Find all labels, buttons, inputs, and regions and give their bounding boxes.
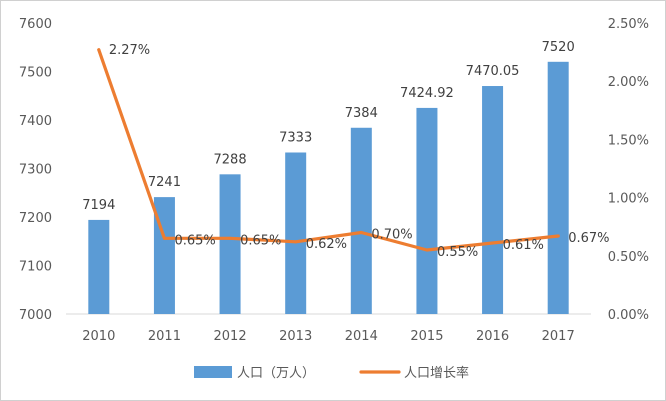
line-point — [491, 241, 495, 245]
growth-rate-line — [97, 48, 560, 252]
x-tick-label: 2011 — [148, 329, 181, 344]
y-right-tick-label: 0.00% — [608, 308, 649, 323]
y-right-tick-label: 0.50% — [608, 250, 649, 265]
bar — [219, 174, 241, 314]
line-point — [294, 240, 298, 244]
line-data-label: 0.55% — [437, 245, 478, 260]
y-right-tick-label: 2.00% — [608, 75, 649, 90]
bar — [88, 219, 110, 314]
y-left-tick-label: 7100 — [19, 260, 52, 275]
x-tick-label: 2013 — [279, 329, 312, 344]
bar — [285, 152, 307, 314]
line-data-label: 0.65% — [240, 233, 281, 248]
y-right-tick-label: 1.50% — [608, 133, 649, 148]
x-tick-label: 2010 — [82, 329, 115, 344]
y-right-tick-label: 2.50% — [608, 17, 649, 32]
line-data-label: 0.61% — [503, 238, 544, 253]
bar-data-label: 7241 — [148, 175, 181, 190]
x-tick-label: 2012 — [214, 329, 247, 344]
bar — [416, 107, 438, 314]
line-point — [359, 231, 363, 235]
x-tick-label: 2015 — [410, 329, 443, 344]
bar-data-label: 7384 — [345, 106, 378, 121]
y-right-tick-label: 1.00% — [608, 192, 649, 207]
line-data-label: 0.70% — [371, 228, 412, 243]
legend-label-growth: 人口增长率 — [404, 365, 469, 381]
bar — [350, 127, 372, 314]
legend-label-population: 人口（万人） — [237, 366, 315, 381]
x-tick-label: 2014 — [345, 329, 378, 344]
line-point — [425, 248, 429, 252]
bar-data-label: 7424.92 — [400, 86, 454, 101]
y-left-tick-label: 7200 — [19, 211, 52, 226]
line-data-label: 0.67% — [568, 231, 609, 246]
line-point — [556, 234, 560, 238]
y-left-tick-label: 7300 — [19, 163, 52, 178]
y-left-tick-label: 7000 — [19, 308, 52, 323]
bar-data-label: 7520 — [542, 40, 575, 55]
y-left-tick-label: 7500 — [19, 66, 52, 81]
bar-data-label: 7194 — [82, 198, 115, 213]
line-point — [97, 48, 101, 52]
y-left-tick-label: 7400 — [19, 114, 52, 129]
bar-data-label: 7470.05 — [466, 64, 520, 79]
y-left-tick-label: 7600 — [19, 17, 52, 32]
line-point — [162, 236, 166, 240]
legend-swatch-population — [194, 366, 232, 378]
x-tick-label: 2016 — [476, 329, 509, 344]
line-data-label: 2.27% — [109, 43, 150, 58]
bar-data-label: 7333 — [279, 130, 312, 145]
line-data-label: 0.65% — [174, 233, 215, 248]
line-data-label: 0.62% — [306, 237, 347, 252]
bar — [547, 61, 569, 314]
bar-data-label: 7288 — [214, 152, 247, 167]
x-tick-label: 2017 — [542, 329, 575, 344]
line-point — [228, 236, 232, 240]
bar — [482, 86, 504, 314]
